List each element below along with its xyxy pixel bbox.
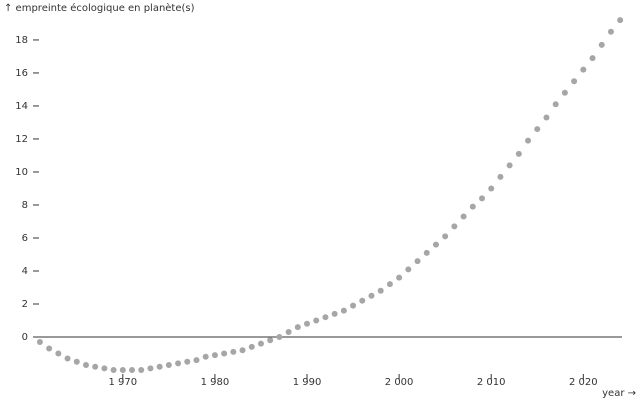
dot [340, 307, 347, 314]
dot [534, 126, 541, 133]
x-tick-label: 1 970 [108, 377, 137, 388]
y-tick-label: 8 [22, 200, 28, 211]
dot [129, 366, 136, 373]
dot [331, 310, 338, 317]
dot [469, 203, 476, 210]
dot [239, 347, 246, 354]
dot [165, 362, 172, 369]
x-tick-label: 1 990 [293, 377, 322, 388]
dot [294, 324, 301, 331]
dot [230, 348, 237, 355]
dot [488, 185, 495, 192]
dot [506, 162, 513, 169]
dot [119, 366, 126, 373]
dot [64, 355, 71, 362]
dot [543, 114, 550, 121]
y-tick-label: 12 [15, 134, 28, 145]
y-tick-label: 18 [15, 35, 28, 46]
dot [423, 249, 430, 256]
dot [110, 366, 117, 373]
dot [267, 337, 274, 344]
dot [304, 320, 311, 327]
dot [350, 302, 357, 309]
dot [276, 333, 283, 340]
dot [617, 17, 624, 24]
x-tick-label: 1 980 [201, 377, 230, 388]
dot [497, 173, 504, 180]
dot [607, 28, 614, 35]
y-tick-label: 0 [22, 332, 28, 343]
dot [211, 352, 218, 359]
dot [525, 137, 532, 144]
dot [552, 101, 559, 108]
dot [202, 353, 209, 360]
dot [515, 150, 522, 157]
dot [368, 292, 375, 299]
y-tick-label: 4 [22, 266, 28, 277]
y-tick-label: 2 [22, 299, 28, 310]
dot [285, 329, 292, 336]
dot [405, 266, 412, 273]
y-tick-label: 10 [15, 167, 28, 178]
y-tick-label: 14 [15, 101, 28, 112]
dot [598, 41, 605, 48]
dot [451, 223, 458, 230]
dot [101, 365, 108, 372]
dot [92, 363, 99, 370]
dot [82, 362, 89, 369]
dot [138, 366, 145, 373]
dot [442, 233, 449, 240]
dot [193, 357, 200, 364]
x-axis-label: year → [602, 388, 636, 399]
y-tick-label: 6 [22, 233, 28, 244]
dot [396, 274, 403, 281]
dot [257, 340, 264, 347]
y-axis-label: ↑ empreinte écologique en planète(s) [4, 2, 195, 14]
dot [580, 66, 587, 73]
dot [432, 241, 439, 248]
dot [359, 297, 366, 304]
dot [73, 358, 80, 365]
dot [55, 350, 62, 357]
dot [561, 89, 568, 96]
dot [589, 55, 596, 62]
dot [147, 365, 154, 372]
dot [571, 78, 578, 85]
dot [377, 287, 384, 294]
dot [36, 338, 43, 345]
x-tick-label: 2 020 [569, 377, 598, 388]
dot [386, 281, 393, 288]
dot [322, 314, 329, 321]
dot [175, 360, 182, 367]
dot [414, 258, 421, 265]
dot [46, 345, 53, 352]
dot [460, 213, 467, 220]
dot [221, 350, 228, 357]
dot [156, 363, 163, 370]
dot [479, 195, 486, 202]
x-tick-label: 2 000 [385, 377, 414, 388]
dot [313, 317, 320, 324]
dot [248, 343, 255, 350]
dot [184, 358, 191, 365]
x-tick-label: 2 010 [477, 377, 506, 388]
y-tick-label: 16 [15, 68, 28, 79]
